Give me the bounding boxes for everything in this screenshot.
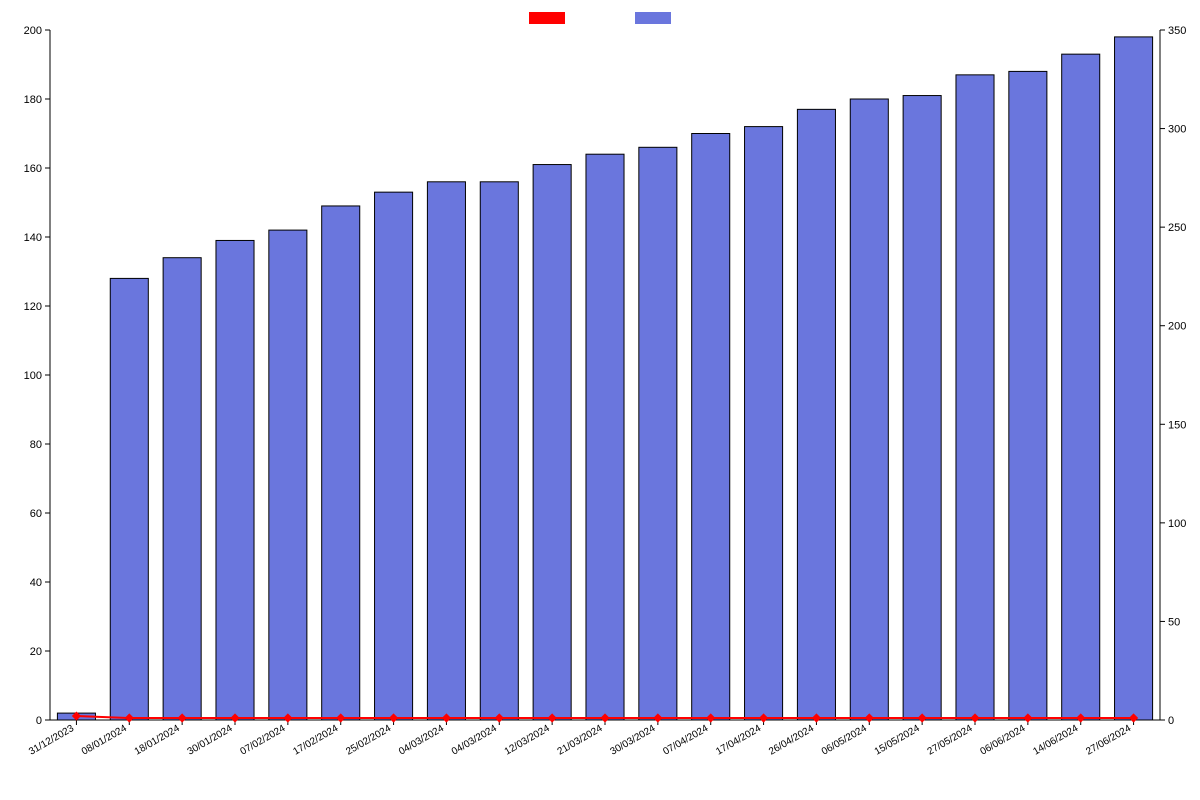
bar (1115, 37, 1153, 720)
svg-text:140: 140 (24, 232, 42, 244)
svg-text:60: 60 (30, 508, 42, 520)
bar (797, 109, 835, 720)
bar (850, 99, 888, 720)
bar (1062, 54, 1100, 720)
bar (110, 278, 148, 720)
bar (692, 134, 730, 721)
bar (375, 192, 413, 720)
bar (745, 127, 783, 720)
bar (1009, 71, 1047, 720)
svg-text:300: 300 (1168, 124, 1186, 136)
bar (956, 75, 994, 720)
svg-text:100: 100 (1168, 518, 1186, 530)
svg-text:350: 350 (1168, 25, 1186, 37)
bar (533, 165, 571, 720)
chart-svg: 0 20 40 60 80 100 120 140 160 180 200 0 50 100 150 200 2… (0, 0, 1200, 800)
bar (163, 258, 201, 720)
svg-text:160: 160 (24, 163, 42, 175)
svg-text:250: 250 (1168, 222, 1186, 234)
bar (639, 147, 677, 720)
bar (269, 230, 307, 720)
dual-axis-bar-chart: 0 20 40 60 80 100 120 140 160 180 200 0 50 100 150 200 2… (0, 0, 1200, 800)
svg-text:20: 20 (30, 646, 42, 658)
svg-text:40: 40 (30, 577, 42, 589)
bar (903, 96, 941, 720)
svg-text:80: 80 (30, 439, 42, 451)
bar (216, 240, 254, 720)
legend-swatch (529, 12, 565, 24)
svg-text:0: 0 (1168, 715, 1174, 727)
svg-text:50: 50 (1168, 616, 1180, 628)
bar (427, 182, 465, 720)
svg-text:100: 100 (24, 370, 42, 382)
svg-text:120: 120 (24, 301, 42, 313)
bar (322, 206, 360, 720)
legend-swatch (635, 12, 671, 24)
bar (586, 154, 624, 720)
svg-text:150: 150 (1168, 419, 1186, 431)
svg-text:200: 200 (1168, 321, 1186, 333)
bar (480, 182, 518, 720)
svg-text:0: 0 (36, 715, 42, 727)
svg-text:180: 180 (24, 94, 42, 106)
svg-text:200: 200 (24, 25, 42, 37)
